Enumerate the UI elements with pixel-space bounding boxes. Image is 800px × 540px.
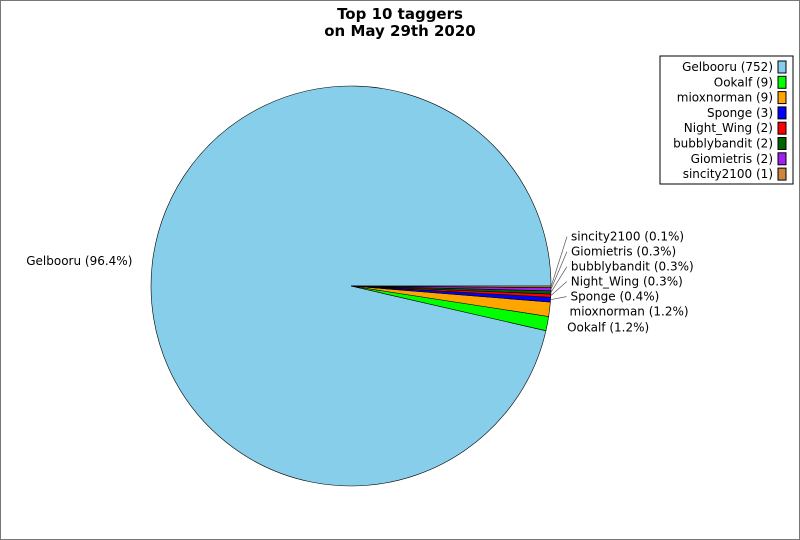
chart-subtitle: on May 29th 2020 bbox=[324, 22, 476, 40]
legend-swatch bbox=[777, 152, 787, 166]
legend-swatch bbox=[777, 60, 787, 74]
legend-entry-label: sincity2100 (1) bbox=[683, 167, 773, 181]
legend-entry-label: Giomietris (2) bbox=[691, 152, 773, 166]
label-leader-line bbox=[550, 251, 568, 290]
legend-entry-label: Night_Wing (2) bbox=[684, 121, 773, 135]
slice-label: Ookalf (1.2%) bbox=[567, 320, 649, 334]
label-leader-line bbox=[550, 281, 567, 296]
legend-entry-label: Gelbooru (752) bbox=[682, 60, 773, 74]
legend-entry-label: bubblybandit (2) bbox=[673, 137, 773, 151]
slice-label: sincity2100 (0.1%) bbox=[571, 230, 684, 244]
chart-title: Top 10 taggers bbox=[337, 5, 463, 23]
legend-entry-label: mioxnorman (9) bbox=[677, 91, 773, 105]
slice-label: Giomietris (0.3%) bbox=[571, 245, 676, 259]
slice-label: mioxnorman (1.2%) bbox=[570, 305, 689, 319]
slice-label: Gelbooru (96.4%) bbox=[26, 254, 132, 268]
legend-swatch bbox=[777, 91, 787, 105]
slice-label: bubblybandit (0.3%) bbox=[571, 260, 694, 274]
legend-box bbox=[659, 55, 794, 185]
legend-swatch bbox=[777, 106, 787, 120]
legend-swatch bbox=[777, 167, 787, 181]
slice-label: Sponge (0.4%) bbox=[570, 290, 659, 304]
label-leader-line bbox=[550, 296, 567, 301]
legend-entry-label: Sponge (3) bbox=[707, 106, 773, 120]
slice-label: Night_Wing (0.3%) bbox=[571, 275, 683, 289]
legend-swatch bbox=[777, 137, 787, 150]
label-leader-line bbox=[550, 266, 568, 293]
legend-entry-label: Ookalf (9) bbox=[714, 75, 773, 89]
legend-swatch bbox=[777, 75, 787, 89]
label-leader-line bbox=[550, 236, 568, 287]
legend: Gelbooru (752)Ookalf (9) mioxnorman (9)Sp… bbox=[659, 55, 794, 185]
legend-swatch bbox=[777, 121, 787, 135]
